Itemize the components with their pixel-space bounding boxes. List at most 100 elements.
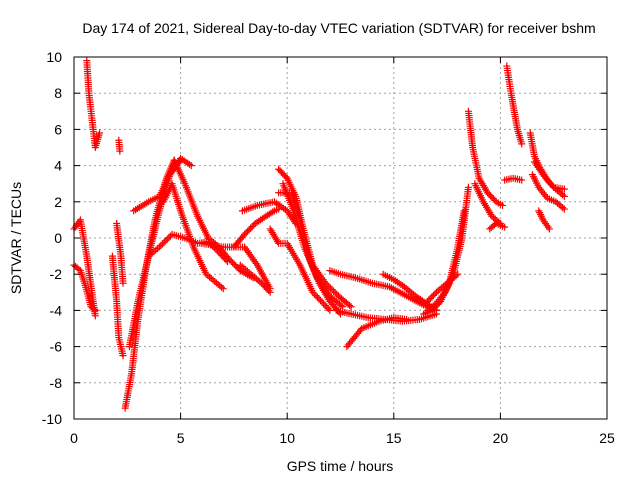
data-point — [157, 241, 165, 249]
data-point — [155, 243, 163, 251]
series-track-15 — [236, 261, 274, 296]
data-point — [464, 183, 472, 191]
data-point — [247, 224, 255, 232]
data-point — [317, 297, 325, 305]
y-tick-label: -6 — [50, 339, 63, 355]
data-point — [499, 201, 507, 209]
series-track-5 — [108, 252, 127, 360]
data-point — [242, 229, 250, 237]
data-point — [321, 301, 329, 309]
series-track-2 — [70, 261, 99, 314]
data-point — [318, 298, 326, 306]
data-point — [222, 256, 230, 264]
data-point — [160, 238, 168, 246]
data-point — [431, 290, 439, 298]
data-point — [241, 230, 249, 238]
y-tick-label: -2 — [50, 266, 63, 282]
data-point — [326, 284, 334, 292]
x-tick-label: 20 — [493, 430, 509, 446]
x-tick-label: 25 — [599, 430, 615, 446]
data-point — [518, 140, 526, 148]
data-point — [310, 290, 318, 298]
data-point — [163, 235, 171, 243]
series-track-3 — [83, 57, 104, 151]
data-point — [312, 292, 320, 300]
data-point — [166, 232, 174, 240]
data-point — [454, 270, 462, 278]
chart-title: Day 174 of 2021, Sidereal Day-to-day VTE… — [82, 20, 595, 36]
data-point — [313, 293, 321, 301]
y-tick-label: -8 — [50, 375, 63, 391]
series-track-31 — [503, 62, 526, 148]
data-point — [158, 240, 166, 248]
y-tick-label: 4 — [54, 158, 62, 174]
data-point — [426, 295, 434, 303]
y-tick-label: -10 — [42, 411, 62, 427]
data-point — [309, 288, 317, 296]
y-tick-label: 6 — [54, 121, 62, 137]
series-track-20 — [266, 225, 334, 314]
data-point — [119, 352, 127, 360]
series-track-11 — [170, 156, 257, 282]
data-point — [347, 303, 355, 311]
series-track-28 — [464, 107, 507, 209]
data-point — [337, 301, 345, 309]
data-point — [428, 293, 436, 301]
data-point — [244, 227, 252, 235]
data-point — [213, 247, 221, 255]
data-point — [245, 226, 253, 234]
x-tick-label: 10 — [279, 430, 295, 446]
data-point — [96, 129, 104, 137]
data-point — [331, 289, 339, 297]
data-point — [265, 287, 273, 295]
data-point — [560, 185, 568, 193]
data-point — [431, 301, 439, 309]
series-track-19 — [279, 180, 347, 311]
series-track-13 — [198, 239, 274, 293]
y-tick-label: 8 — [54, 85, 62, 101]
data-point — [491, 196, 499, 204]
data-point — [333, 290, 341, 298]
series-track-34 — [531, 158, 568, 193]
data-point — [324, 305, 332, 313]
data-point — [91, 306, 99, 314]
x-tick-label: 5 — [177, 430, 185, 446]
data-point — [218, 283, 226, 291]
data-point — [346, 301, 354, 309]
series-track-32 — [501, 174, 526, 184]
data-point — [560, 205, 568, 213]
series-track-26 — [424, 183, 472, 314]
y-tick-label: -4 — [50, 302, 63, 318]
data-point — [212, 245, 220, 253]
data-point — [219, 285, 227, 293]
data-point — [328, 286, 336, 294]
series-track-30 — [486, 220, 509, 233]
y-tick-label: 10 — [46, 49, 62, 65]
series-track-6 — [113, 220, 127, 287]
data-point — [269, 208, 277, 216]
data-point — [559, 204, 567, 212]
data-point — [330, 287, 338, 295]
data-point — [545, 225, 553, 233]
data-point — [232, 262, 240, 270]
data-point — [560, 192, 568, 200]
data-points — [70, 57, 568, 412]
data-point — [248, 223, 256, 231]
data-point — [282, 173, 290, 181]
data-point — [423, 298, 431, 306]
data-point — [320, 300, 328, 308]
series-track-4 — [115, 136, 124, 155]
data-point — [187, 162, 195, 170]
data-point — [266, 288, 274, 296]
data-point — [165, 234, 173, 242]
data-point — [119, 279, 127, 287]
x-tick-label: 15 — [386, 430, 402, 446]
series-track-23 — [343, 314, 411, 351]
data-point — [425, 296, 433, 304]
series-track-14 — [230, 205, 283, 251]
data-point — [116, 147, 124, 155]
data-point — [323, 303, 331, 311]
data-point — [230, 260, 238, 268]
data-point — [90, 305, 98, 313]
x-axis-label: GPS time / hours — [287, 458, 394, 474]
